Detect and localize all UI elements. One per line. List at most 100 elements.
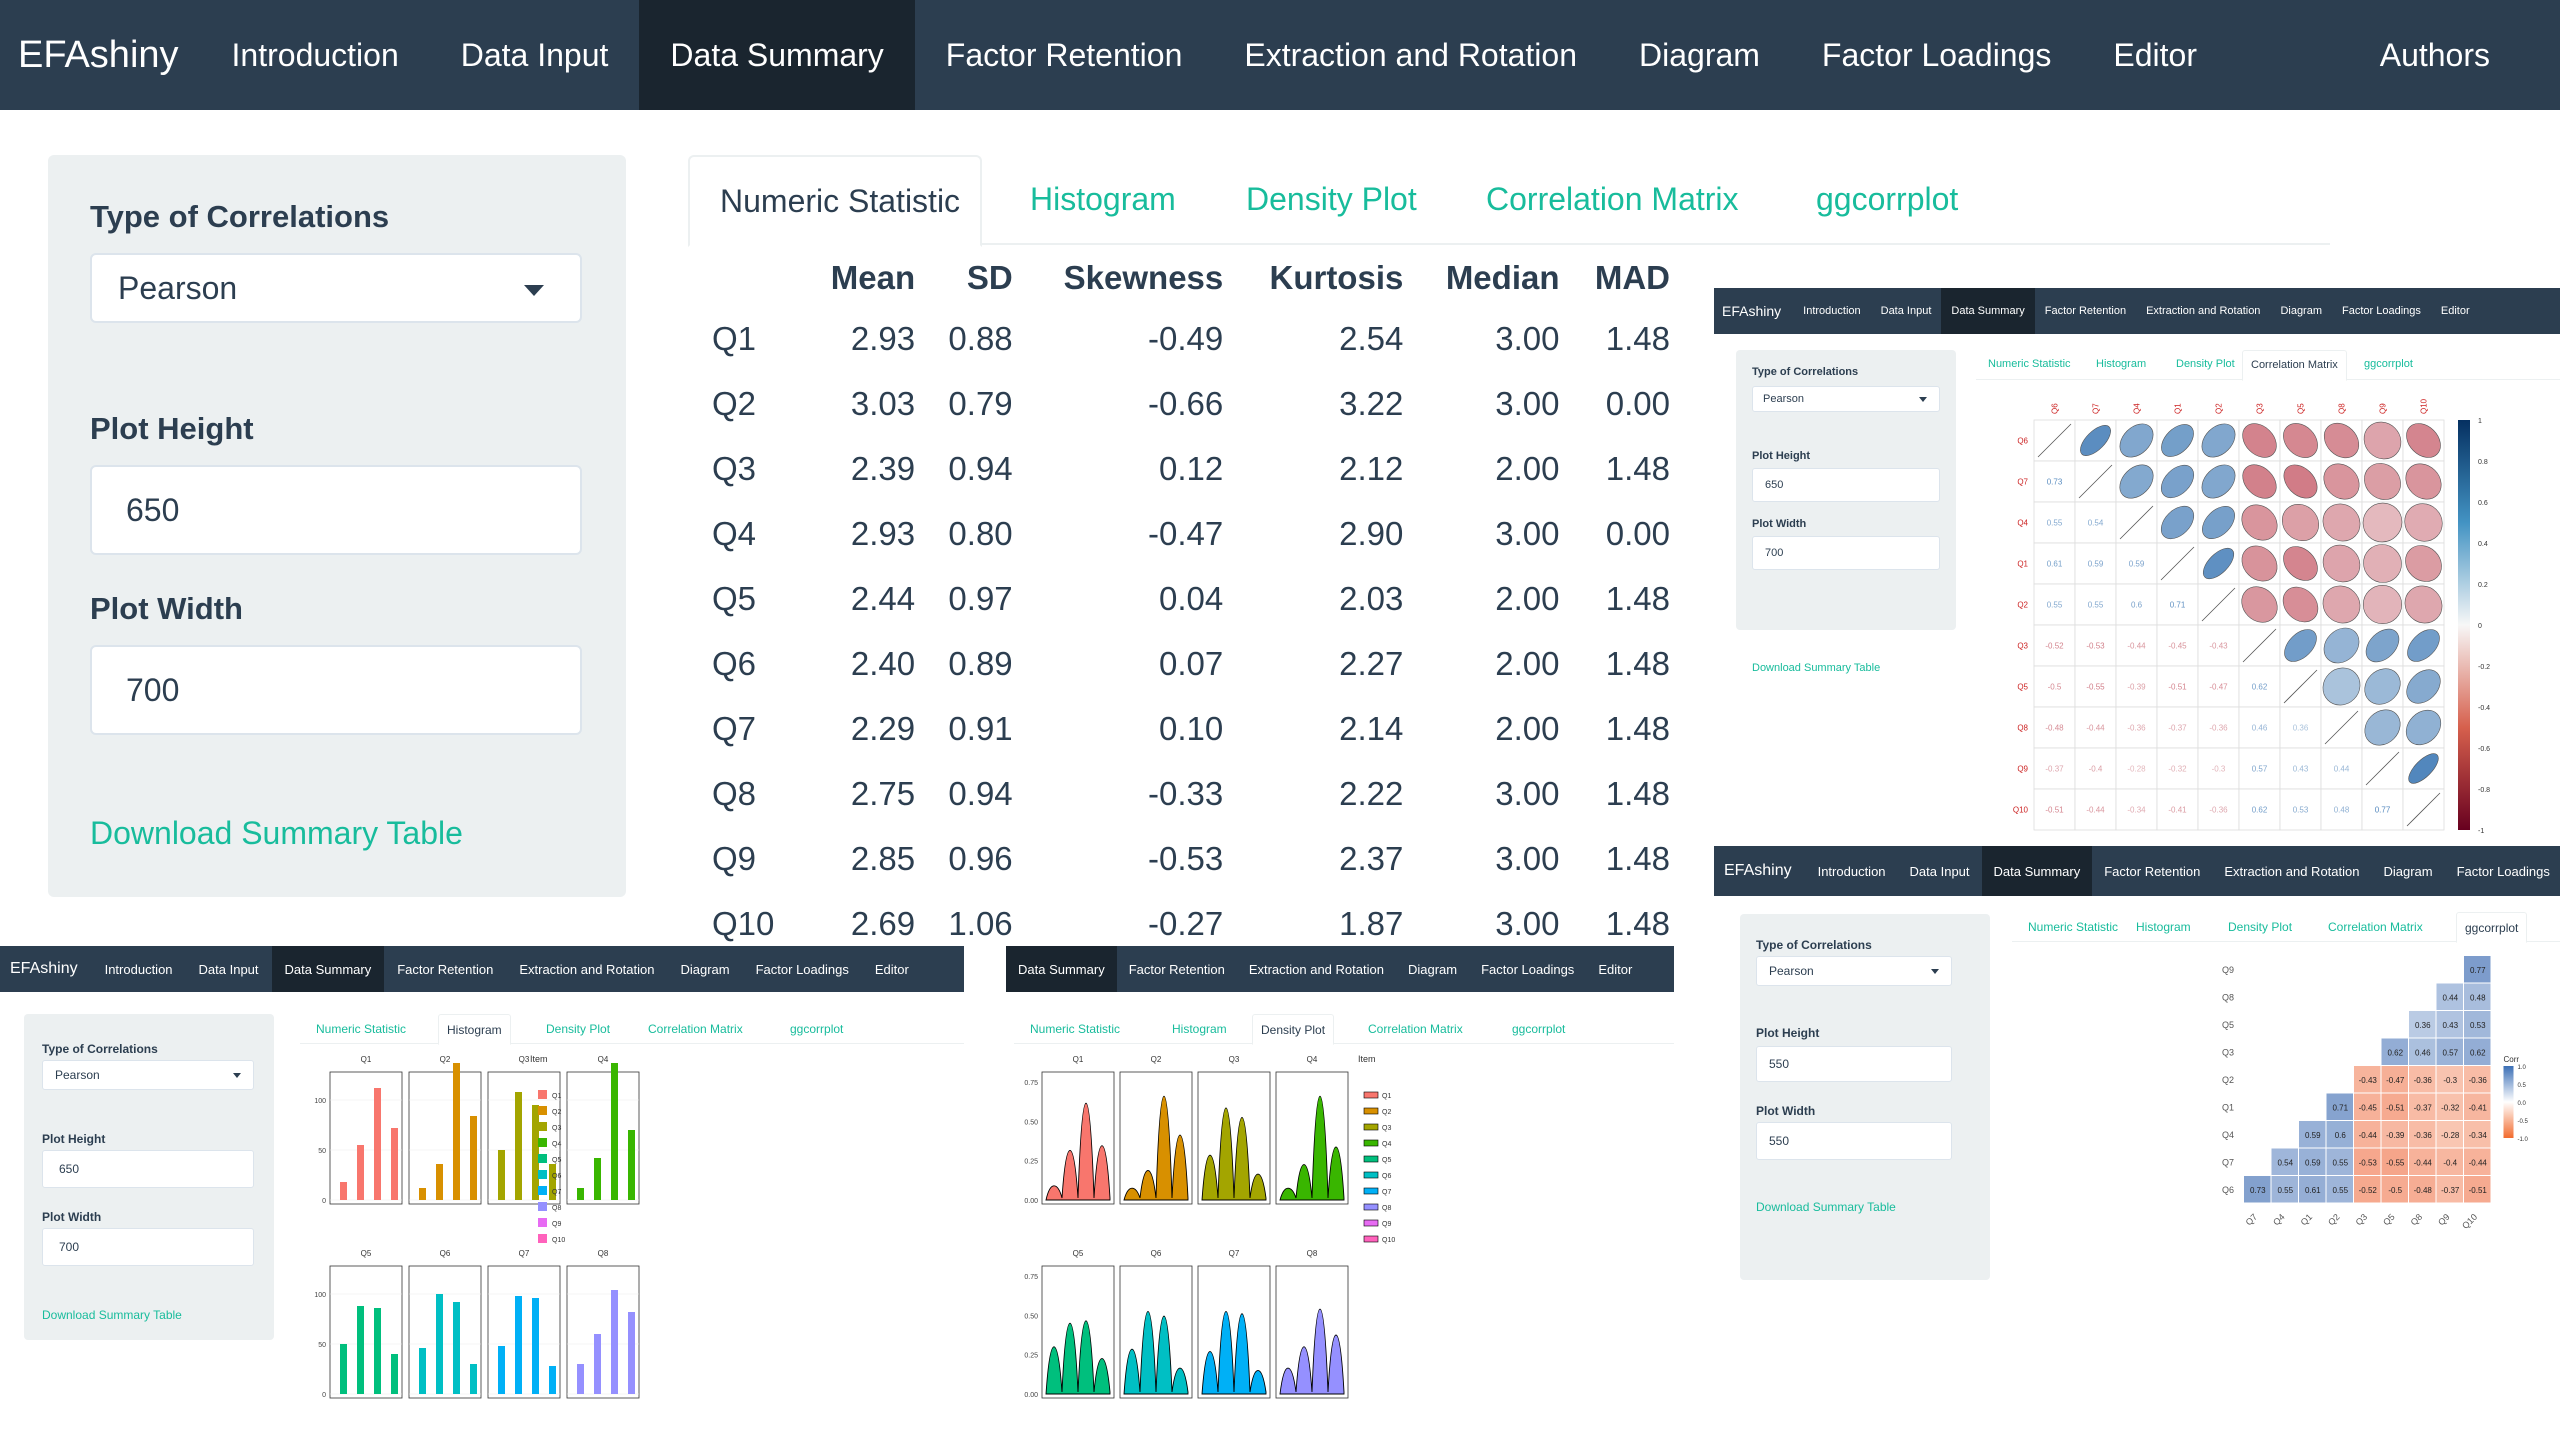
mini-nav-factor-loadings[interactable]: Factor Loadings	[755, 961, 849, 977]
mini-tab-correlation[interactable]: Correlation Matrix	[1368, 1022, 1463, 1036]
mini-tab-ggcorrplot[interactable]: ggcorrplot	[2456, 912, 2528, 943]
mini-tab-density[interactable]: Density Plot	[1252, 1014, 1335, 1045]
mini-nav-factor-retention[interactable]: Factor Retention	[1128, 961, 1225, 977]
mini-nav-diagram[interactable]: Diagram	[680, 961, 730, 977]
mini-nav-factor-retention[interactable]: Factor Retention	[397, 961, 494, 977]
mini-width-input[interactable]: 700	[42, 1228, 254, 1266]
mini-nav-editor[interactable]: Editor	[1598, 961, 1633, 977]
mini-nav-extraction[interactable]: Extraction and Rotation	[1248, 961, 1384, 977]
mini-nav-diagram[interactable]: Diagram	[2383, 863, 2433, 879]
mini-download-link[interactable]: Download Summary Table	[42, 1308, 182, 1322]
mini-tab-numeric[interactable]: Numeric Statistic	[316, 1022, 407, 1036]
nav-factor-loadings[interactable]: Factor Loadings	[1821, 36, 2052, 73]
mini-tab-histogram[interactable]: Histogram	[2136, 920, 2191, 934]
plot-width-input[interactable]: 700	[90, 645, 582, 735]
mini-nav-factor-loadings[interactable]: Factor Loadings	[2342, 305, 2421, 317]
mini-brand[interactable]: EFAshiny	[10, 960, 78, 977]
mini-tab-ggcorrplot[interactable]: ggcorrplot	[790, 1022, 844, 1036]
mini-width-input[interactable]: 550	[1756, 1122, 1952, 1160]
mini-height-input[interactable]: 550	[1756, 1046, 1952, 1082]
mini-corr-select[interactable]: Pearson	[1756, 956, 1952, 986]
legend-title: Item	[1358, 1054, 1376, 1064]
mini-tab-numeric[interactable]: Numeric Statistic	[2028, 920, 2119, 934]
mini-nav-introduction[interactable]: Introduction	[1803, 305, 1861, 317]
mini-tab-histogram[interactable]: Histogram	[2096, 358, 2147, 370]
x-tick-label: Q9	[2436, 1212, 2452, 1228]
nav-authors[interactable]: Authors	[2379, 36, 2490, 73]
mini-nav-diagram[interactable]: Diagram	[2280, 305, 2323, 317]
nav-factor-retention[interactable]: Factor Retention	[945, 36, 1183, 73]
ggcorrplot-heatmap: Q9 Q8 Q5 Q3 Q2 Q1 Q4 Q7 Q6 Q7 Q4 Q1 Q2 Q3 Q5 Q8 Q9 Q10 0.7…	[2222, 956, 2529, 1231]
mini-tab-correlation[interactable]: Correlation Matrix	[648, 1022, 743, 1036]
nav-editor[interactable]: Editor	[2113, 36, 2197, 73]
mini-nav-data-summary[interactable]: Data Summary	[271, 946, 385, 992]
nav-introduction[interactable]: Introduction	[231, 36, 399, 73]
tab-numeric-statistic[interactable]: Numeric Statistic	[688, 155, 982, 247]
mini-nav-factor-retention[interactable]: Factor Retention	[2044, 305, 2127, 317]
mini-nav-data-summary[interactable]: Data Summary	[1981, 846, 2093, 896]
tab-correlation-matrix[interactable]: Correlation Matrix	[1486, 181, 1739, 217]
mini-sidebar: Type of Correlations Pearson Plot Height…	[1736, 350, 1956, 674]
mini-tab-ggcorrplot[interactable]: ggcorrplot	[1512, 1022, 1566, 1036]
mini-tab-correlation[interactable]: Correlation Matrix	[2328, 920, 2423, 934]
mini-brand[interactable]: EFAshiny	[1724, 862, 1792, 879]
legend-tick: -0.5	[2518, 1119, 2529, 1125]
row-label: Q6	[712, 644, 757, 682]
plot-height-input[interactable]: 650	[90, 465, 582, 555]
nav-diagram[interactable]: Diagram	[1639, 36, 1760, 73]
mini-tab-density[interactable]: Density Plot	[546, 1022, 611, 1036]
nav-data-summary[interactable]: Data Summary	[639, 0, 915, 110]
mini-tab-density[interactable]: Density Plot	[2228, 920, 2293, 934]
mini-nav-data-summary[interactable]: Data Summary	[1006, 946, 1117, 992]
mini-nav-extraction[interactable]: Extraction and Rotation	[2224, 863, 2360, 879]
mini-nav-extraction[interactable]: Extraction and Rotation	[2146, 305, 2261, 317]
download-summary-link[interactable]: Download Summary Table	[90, 815, 463, 851]
mini-tab-histogram[interactable]: Histogram	[1172, 1022, 1227, 1036]
mini-nav-data-summary[interactable]: Data Summary	[1941, 288, 2035, 334]
heatmap-value-label: 0.77	[2470, 966, 2486, 975]
y-tick-label: Q8	[2222, 992, 2234, 1002]
nav-extraction-rotation[interactable]: Extraction and Rotation	[1244, 36, 1577, 73]
mini-width-label: Plot Width	[42, 1210, 102, 1224]
mini-brand[interactable]: EFAshiny	[1722, 303, 1782, 319]
tab-density-plot[interactable]: Density Plot	[1246, 181, 1417, 217]
mini-corr-select[interactable]: Pearson	[1752, 386, 1940, 412]
mini-nav-extraction[interactable]: Extraction and Rotation	[519, 961, 655, 977]
mini-nav-data-input[interactable]: Data Input	[1909, 863, 1970, 879]
tab-ggcorrplot[interactable]: ggcorrplot	[1816, 181, 1959, 217]
mini-height-input[interactable]: 650	[1752, 468, 1940, 502]
mini-tab-histogram[interactable]: Histogram	[438, 1014, 511, 1045]
corr-type-select[interactable]: Pearson	[90, 253, 582, 323]
mini-tab-ggcorrplot[interactable]: ggcorrplot	[2364, 358, 2413, 370]
corr-ellipse	[2241, 586, 2278, 623]
mini-height-input[interactable]: 650	[42, 1150, 254, 1188]
mini-nav-editor[interactable]: Editor	[874, 961, 909, 977]
mini-nav-editor[interactable]: Editor	[2440, 305, 2470, 317]
mini-nav-data-input[interactable]: Data Input	[1880, 305, 1932, 317]
mini-nav-introduction[interactable]: Introduction	[104, 961, 173, 977]
mini-nav-factor-loadings[interactable]: Factor Loadings	[1481, 961, 1575, 977]
mini-corr-select[interactable]: Pearson	[42, 1060, 254, 1090]
mini-tab-density[interactable]: Density Plot	[2176, 358, 2235, 370]
mini-nav-factor-loadings[interactable]: Factor Loadings	[2456, 863, 2550, 879]
mini-nav-factor-retention[interactable]: Factor Retention	[2104, 863, 2201, 879]
mini-width-input[interactable]: 700	[1752, 536, 1940, 570]
y-tick-label: Q6	[2222, 1185, 2234, 1195]
numeric-statistic-table: Mean SD Skewness Kurtosis Median MAD Q1 2.93 0.…	[688, 250, 1688, 956]
corr-value-label: 0.55	[2088, 601, 2104, 610]
mini-tab-correlation[interactable]: Correlation Matrix	[2242, 350, 2347, 381]
mini-nav-introduction[interactable]: Introduction	[1817, 863, 1886, 879]
mini-nav-data-input[interactable]: Data Input	[198, 961, 259, 977]
nav-data-input[interactable]: Data Input	[460, 36, 609, 73]
scale-tick-label: -0.8	[2478, 787, 2490, 794]
mini-download-link[interactable]: Download Summary Table	[1756, 1200, 1896, 1214]
mini-tab-numeric[interactable]: Numeric Statistic	[1030, 1022, 1121, 1036]
tab-histogram[interactable]: Histogram	[1030, 181, 1176, 217]
corr-value-label: 0.44	[2334, 765, 2350, 774]
brand-logo[interactable]: EFAshiny	[18, 33, 179, 76]
mini-nav-diagram[interactable]: Diagram	[1407, 961, 1458, 977]
row-label: Q10	[712, 904, 775, 942]
mini-download-link[interactable]: Download Summary Table	[1752, 662, 1881, 674]
plot-height-value: 650	[126, 491, 180, 528]
mini-tab-numeric[interactable]: Numeric Statistic	[1988, 358, 2071, 370]
